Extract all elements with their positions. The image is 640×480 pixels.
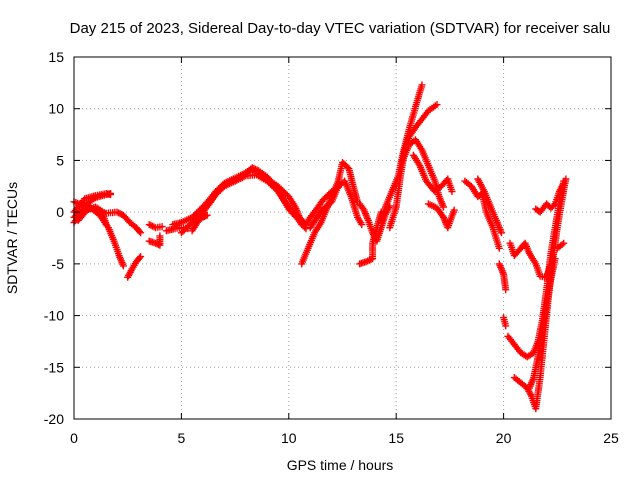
data-point-marker — [302, 225, 310, 233]
data-point-marker — [440, 203, 447, 211]
data-series-arc-13 — [231, 164, 310, 233]
data-series-arc-06 — [124, 253, 145, 281]
data-point-marker — [448, 188, 456, 195]
data-series-arc-15 — [306, 177, 366, 232]
data-point-marker — [502, 286, 510, 294]
data-point-marker — [560, 179, 568, 187]
data-point-marker — [203, 211, 211, 219]
data-point-marker — [147, 221, 155, 229]
data-series-arc-24 — [474, 175, 505, 237]
data-point-marker — [137, 229, 145, 237]
data-point-marker — [252, 165, 259, 173]
data-point-marker — [137, 253, 145, 261]
data-series-arc-26 — [500, 314, 510, 330]
data-point-marker — [562, 175, 570, 183]
data-series-arc-21 — [409, 151, 456, 195]
data-point-marker — [107, 191, 114, 199]
data-series-arc-04 — [70, 190, 114, 216]
data-point-marker — [158, 223, 166, 231]
y-tick-label: -10 — [44, 308, 64, 324]
grid-lines — [74, 57, 611, 419]
axis-ticks: 0 5 10 15 20 25 -20 -15 -10 -5 0 5 10 15 — [44, 49, 619, 446]
data-series-arc-30 — [525, 255, 559, 392]
data-series-arc-22 — [424, 200, 458, 232]
x-axis-label: GPS time / hours — [287, 457, 394, 473]
data-series-arc-05 — [74, 203, 110, 229]
y-tick-label: -15 — [44, 359, 64, 375]
data-series-arc-23 — [461, 177, 503, 252]
data-point-marker — [362, 258, 370, 266]
data-point-marker — [450, 206, 458, 214]
data-series-arc-07 — [145, 221, 166, 232]
x-tick-label: 25 — [603, 430, 619, 446]
data-point-marker — [358, 221, 366, 229]
data-point-marker — [250, 164, 258, 172]
data-point-marker — [136, 228, 143, 235]
data-point-marker — [156, 232, 164, 240]
data-series-arc-32 — [553, 239, 568, 252]
data-point-marker — [433, 101, 441, 109]
data-point-marker — [113, 208, 121, 216]
data-point-marker — [136, 254, 143, 262]
y-axis-label: SDTVAR / TECUs — [4, 182, 20, 294]
y-tick-label: -20 — [44, 411, 64, 427]
data-series-arc-17 — [356, 200, 394, 245]
data-point-marker — [119, 262, 127, 270]
data-point-marker — [551, 255, 559, 263]
data-point-marker — [115, 209, 123, 217]
chart-title: Day 215 of 2023, Sidereal Day-to-day VTE… — [70, 20, 611, 37]
data-series-arc-14 — [298, 159, 361, 268]
data-point-marker — [502, 322, 510, 330]
data-point-marker — [498, 229, 505, 237]
data-point-marker — [560, 239, 568, 247]
y-tick-label: 10 — [48, 101, 64, 117]
data-point-marker — [418, 81, 426, 89]
y-tick-label: 0 — [56, 204, 64, 220]
x-tick-label: 5 — [178, 430, 186, 446]
data-series-arc-25 — [495, 260, 510, 294]
x-tick-label: 15 — [388, 430, 404, 446]
data-point-marker — [116, 210, 124, 218]
data-series-arc-20 — [399, 136, 447, 211]
data-point-marker — [558, 241, 566, 248]
y-tick-label: 5 — [56, 152, 64, 168]
data-series-arc-08 — [145, 232, 164, 249]
x-tick-label: 20 — [496, 430, 512, 446]
data-series-arc-31 — [532, 179, 568, 216]
data-point-marker — [495, 244, 503, 252]
data-point-marker — [559, 181, 567, 189]
x-tick-label: 10 — [281, 430, 297, 446]
data-points — [70, 81, 570, 413]
data-point-marker — [102, 221, 110, 229]
data-point-marker — [527, 391, 535, 399]
y-tick-label: 15 — [48, 49, 64, 65]
data-series-arc-12 — [188, 211, 211, 235]
y-tick-label: -5 — [52, 256, 65, 272]
plot-frame — [73, 56, 612, 420]
x-tick-label: 0 — [70, 430, 78, 446]
data-point-marker — [148, 222, 156, 230]
